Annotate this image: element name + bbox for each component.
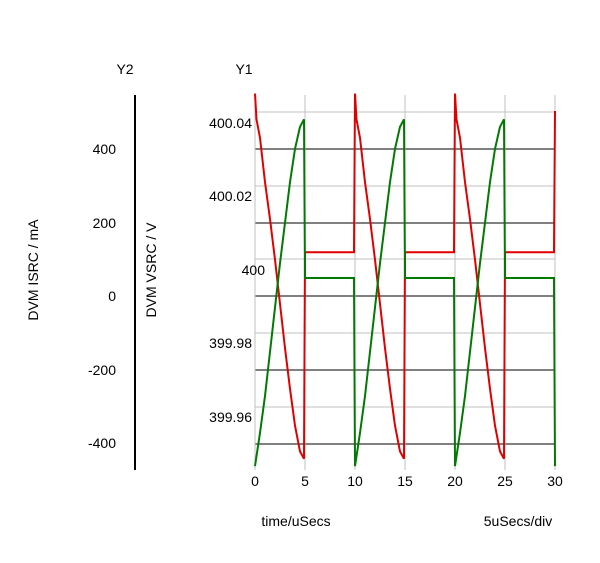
series-layer — [254, 93, 556, 467]
x-tick-label: 10 — [347, 473, 363, 489]
y2-tick-label: -200 — [88, 362, 116, 378]
y1-tick-label: 400 — [242, 262, 266, 278]
x-tick-label: 0 — [251, 473, 259, 489]
x-scale-note: 5uSecs/div — [484, 513, 552, 529]
y1-tick-label: 400.02 — [209, 188, 252, 204]
x-tick-label: 25 — [497, 473, 513, 489]
y1-axis-header: Y1 — [235, 61, 252, 77]
x-tick-label: 20 — [447, 473, 463, 489]
green-series-line — [254, 118, 556, 467]
y2-tick-label: 200 — [93, 215, 117, 231]
y2-axis-header: Y2 — [116, 61, 133, 77]
y2-tick-labels: 400 200 0 -200 -400 — [88, 141, 116, 451]
red-series-line — [254, 93, 556, 460]
y1-tick-labels: 400.04 400.02 400 399.98 399.96 — [209, 115, 265, 425]
x-tick-label: 30 — [547, 473, 563, 489]
y1-axis-label: DVM VSRC / V — [143, 222, 159, 318]
x-tick-label: 5 — [301, 473, 309, 489]
x-axis-label: time/uSecs — [261, 513, 330, 529]
y2-tick-label: 400 — [93, 141, 117, 157]
y2-axis-label: DVM ISRC / mA — [25, 219, 41, 321]
x-tick-labels: 0 5 10 15 20 25 30 — [251, 473, 563, 489]
y2-tick-label: -400 — [88, 435, 116, 451]
y2-tick-label: 0 — [108, 288, 116, 304]
y1-tick-label: 400.04 — [209, 115, 252, 131]
y1-tick-label: 399.96 — [209, 409, 252, 425]
x-tick-label: 15 — [397, 473, 413, 489]
y1-tick-label: 399.98 — [209, 335, 252, 351]
